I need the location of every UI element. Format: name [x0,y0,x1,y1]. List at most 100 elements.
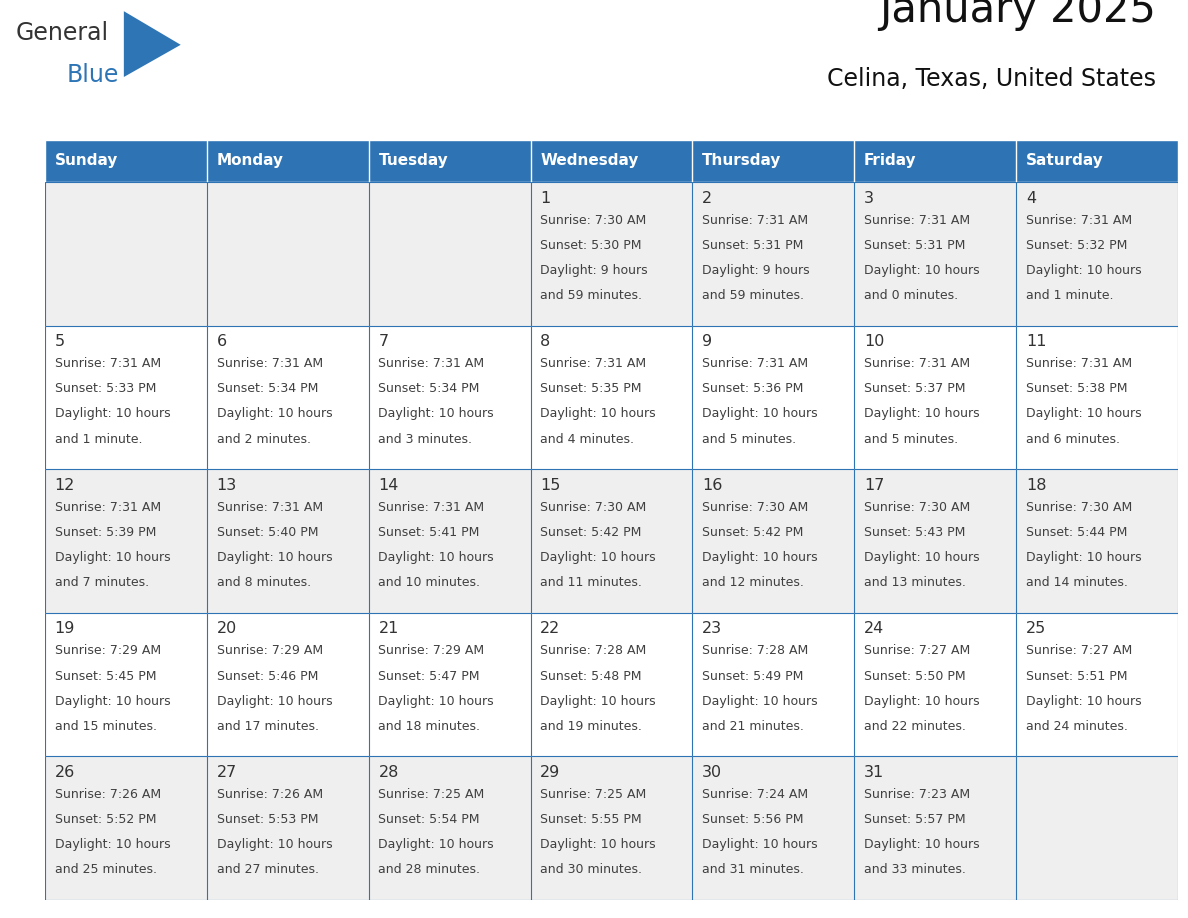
Text: Daylight: 10 hours: Daylight: 10 hours [541,838,656,851]
Text: Sunrise: 7:23 AM: Sunrise: 7:23 AM [864,788,971,801]
Text: Sunset: 5:45 PM: Sunset: 5:45 PM [55,669,156,682]
Text: Sunrise: 7:30 AM: Sunrise: 7:30 AM [864,501,971,514]
Text: Daylight: 10 hours: Daylight: 10 hours [864,408,980,420]
Text: Sunrise: 7:30 AM: Sunrise: 7:30 AM [702,501,808,514]
Text: Sunrise: 7:31 AM: Sunrise: 7:31 AM [55,357,160,370]
Text: Sunrise: 7:25 AM: Sunrise: 7:25 AM [541,788,646,801]
Text: Sunday: Sunday [55,153,118,169]
Text: Sunset: 5:33 PM: Sunset: 5:33 PM [55,382,156,396]
Text: 30: 30 [702,765,722,780]
Text: and 28 minutes.: and 28 minutes. [379,864,480,877]
Text: and 19 minutes.: and 19 minutes. [541,720,643,733]
Text: and 27 minutes.: and 27 minutes. [216,864,318,877]
Text: Sunset: 5:40 PM: Sunset: 5:40 PM [216,526,318,539]
Text: Sunset: 5:31 PM: Sunset: 5:31 PM [864,239,966,252]
Text: Daylight: 10 hours: Daylight: 10 hours [541,408,656,420]
Text: Sunrise: 7:28 AM: Sunrise: 7:28 AM [541,644,646,657]
Text: General: General [15,21,108,45]
Text: 19: 19 [55,621,75,636]
Text: 8: 8 [541,334,550,349]
Text: Sunset: 5:42 PM: Sunset: 5:42 PM [702,526,803,539]
FancyBboxPatch shape [368,182,531,326]
FancyBboxPatch shape [207,140,368,182]
FancyBboxPatch shape [531,469,693,613]
Text: Daylight: 10 hours: Daylight: 10 hours [55,695,170,708]
Text: and 14 minutes.: and 14 minutes. [1026,577,1127,589]
Text: Sunset: 5:56 PM: Sunset: 5:56 PM [702,813,803,826]
Text: Sunset: 5:57 PM: Sunset: 5:57 PM [864,813,966,826]
FancyBboxPatch shape [45,469,207,613]
Text: Sunrise: 7:28 AM: Sunrise: 7:28 AM [702,644,808,657]
Text: Daylight: 10 hours: Daylight: 10 hours [1026,408,1142,420]
Text: 18: 18 [1026,477,1047,493]
Text: Tuesday: Tuesday [379,153,448,169]
Text: Sunset: 5:36 PM: Sunset: 5:36 PM [702,382,803,396]
Text: Sunrise: 7:26 AM: Sunrise: 7:26 AM [55,788,160,801]
Text: 1: 1 [541,191,550,206]
Text: Sunrise: 7:29 AM: Sunrise: 7:29 AM [216,644,323,657]
Text: 7: 7 [379,334,388,349]
FancyBboxPatch shape [368,140,531,182]
Text: and 33 minutes.: and 33 minutes. [864,864,966,877]
FancyBboxPatch shape [368,469,531,613]
Text: 10: 10 [864,334,884,349]
Text: Sunrise: 7:27 AM: Sunrise: 7:27 AM [864,644,971,657]
Text: Sunrise: 7:24 AM: Sunrise: 7:24 AM [702,788,808,801]
Text: Daylight: 10 hours: Daylight: 10 hours [379,408,494,420]
Text: Sunset: 5:41 PM: Sunset: 5:41 PM [379,526,480,539]
Text: Sunrise: 7:26 AM: Sunrise: 7:26 AM [216,788,323,801]
FancyBboxPatch shape [207,756,368,900]
Text: Sunset: 5:37 PM: Sunset: 5:37 PM [864,382,966,396]
Text: and 30 minutes.: and 30 minutes. [541,864,643,877]
Text: Daylight: 10 hours: Daylight: 10 hours [864,838,980,851]
Text: Sunrise: 7:31 AM: Sunrise: 7:31 AM [216,357,323,370]
Text: Sunset: 5:31 PM: Sunset: 5:31 PM [702,239,803,252]
Text: Sunset: 5:39 PM: Sunset: 5:39 PM [55,526,156,539]
Text: 23: 23 [702,621,722,636]
FancyBboxPatch shape [1016,756,1178,900]
Text: Sunrise: 7:30 AM: Sunrise: 7:30 AM [541,214,646,227]
Text: 15: 15 [541,477,561,493]
Text: 13: 13 [216,477,236,493]
Text: Sunset: 5:43 PM: Sunset: 5:43 PM [864,526,966,539]
FancyBboxPatch shape [368,756,531,900]
Text: and 18 minutes.: and 18 minutes. [379,720,480,733]
Text: 6: 6 [216,334,227,349]
FancyBboxPatch shape [531,182,693,326]
Text: Daylight: 10 hours: Daylight: 10 hours [541,695,656,708]
Text: Daylight: 10 hours: Daylight: 10 hours [216,551,333,564]
Text: Sunrise: 7:31 AM: Sunrise: 7:31 AM [1026,357,1132,370]
Text: Sunrise: 7:31 AM: Sunrise: 7:31 AM [702,214,808,227]
Text: Sunset: 5:42 PM: Sunset: 5:42 PM [541,526,642,539]
Text: Sunset: 5:53 PM: Sunset: 5:53 PM [216,813,318,826]
Text: 29: 29 [541,765,561,780]
FancyBboxPatch shape [693,182,854,326]
FancyBboxPatch shape [854,140,1016,182]
Text: and 24 minutes.: and 24 minutes. [1026,720,1127,733]
Text: Sunset: 5:46 PM: Sunset: 5:46 PM [216,669,318,682]
Text: Sunset: 5:34 PM: Sunset: 5:34 PM [216,382,318,396]
Text: and 31 minutes.: and 31 minutes. [702,864,804,877]
Text: Daylight: 10 hours: Daylight: 10 hours [864,695,980,708]
Text: Sunset: 5:49 PM: Sunset: 5:49 PM [702,669,803,682]
FancyBboxPatch shape [1016,140,1178,182]
Text: Daylight: 10 hours: Daylight: 10 hours [216,695,333,708]
Text: Sunrise: 7:30 AM: Sunrise: 7:30 AM [541,501,646,514]
Text: 27: 27 [216,765,236,780]
FancyBboxPatch shape [45,613,207,756]
FancyBboxPatch shape [45,326,207,469]
Text: Daylight: 10 hours: Daylight: 10 hours [55,408,170,420]
Text: Thursday: Thursday [702,153,782,169]
Text: Daylight: 10 hours: Daylight: 10 hours [864,263,980,277]
Text: and 15 minutes.: and 15 minutes. [55,720,157,733]
FancyBboxPatch shape [207,469,368,613]
FancyBboxPatch shape [531,140,693,182]
Text: 9: 9 [702,334,713,349]
FancyBboxPatch shape [693,756,854,900]
Text: Sunrise: 7:31 AM: Sunrise: 7:31 AM [1026,214,1132,227]
FancyBboxPatch shape [693,326,854,469]
Text: and 3 minutes.: and 3 minutes. [379,432,473,445]
FancyBboxPatch shape [693,469,854,613]
FancyBboxPatch shape [1016,613,1178,756]
FancyBboxPatch shape [854,613,1016,756]
